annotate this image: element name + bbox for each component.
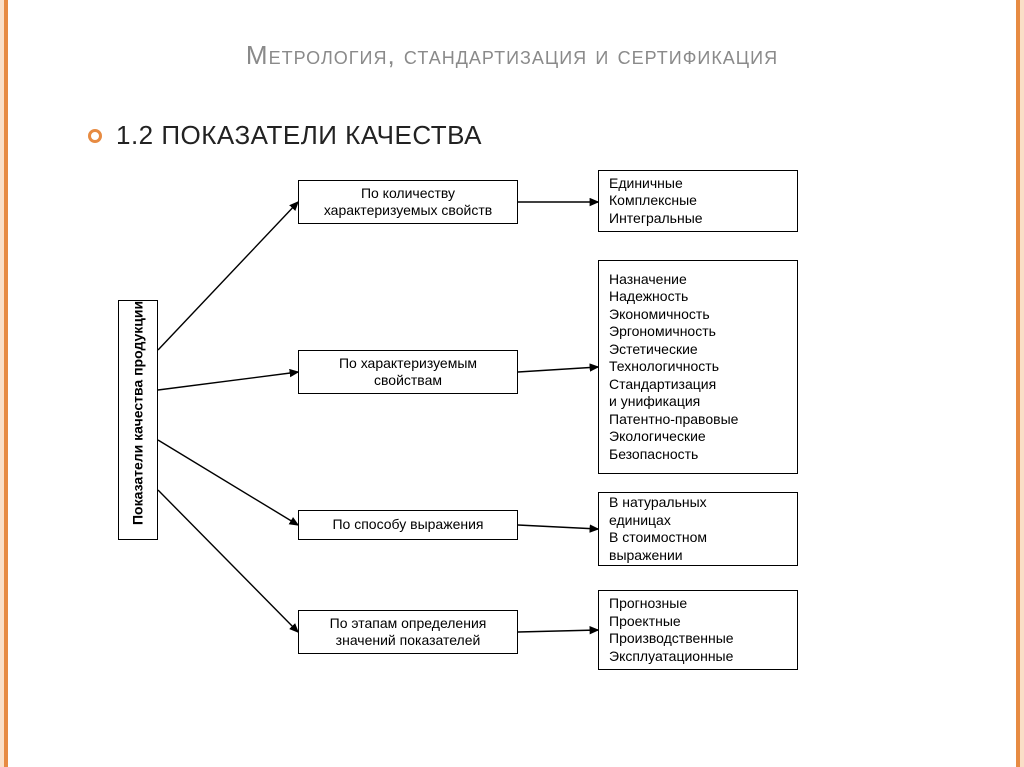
- left-accent-stripe: [0, 0, 8, 767]
- quality-indicators-diagram: Показатели качества продукции По количест…: [108, 170, 928, 710]
- section-heading-row: 1.2 ПОКАЗАТЕЛИ КАЧЕСТВА: [88, 120, 482, 151]
- diagram-node-m3: По способу выражения: [298, 510, 518, 540]
- diagram-node-root: Показатели качества продукции: [118, 300, 158, 540]
- diagram-node-l3: В натуральных единицахВ стоимостном выра…: [598, 492, 798, 566]
- slide-body: Метрология, стандартизация и сертификаци…: [8, 0, 1016, 767]
- diagram-node-l4: ПрогнозныеПроектныеПроизводственныеЭкспл…: [598, 590, 798, 670]
- bullet-icon: [88, 129, 102, 143]
- diagram-node-m4: По этапам определениязначений показателе…: [298, 610, 518, 654]
- diagram-node-m1: По количествухарактеризуемых свойств: [298, 180, 518, 224]
- diagram-node-l1: ЕдиничныеКомплексныеИнтегральные: [598, 170, 798, 232]
- diagram-node-m2: По характеризуемымсвойствам: [298, 350, 518, 394]
- diagram-arrows: [108, 170, 928, 710]
- section-heading: 1.2 ПОКАЗАТЕЛИ КАЧЕСТВА: [116, 120, 482, 151]
- right-accent-stripe: [1016, 0, 1024, 767]
- diagram-node-l2: НазначениеНадежностьЭкономичностьЭргоном…: [598, 260, 798, 474]
- page-title: Метрология, стандартизация и сертификаци…: [8, 40, 1016, 71]
